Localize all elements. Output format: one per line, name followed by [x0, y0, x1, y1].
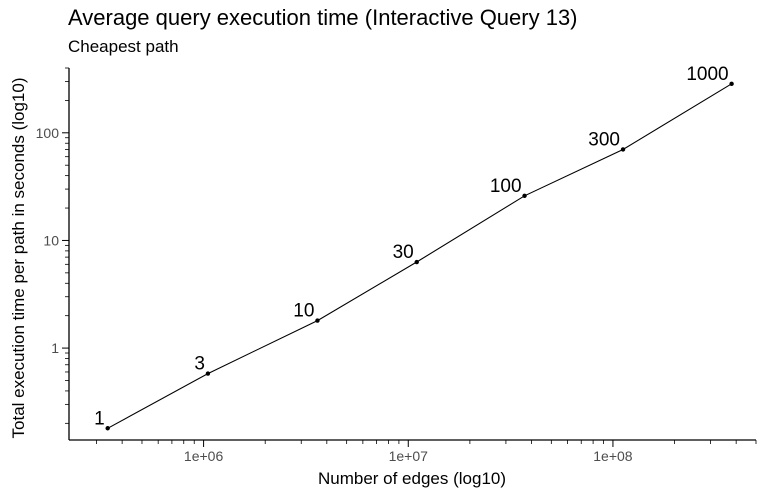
data-point: [729, 81, 734, 87]
x-tick-label: 1e+08: [593, 448, 633, 464]
data-point: [205, 371, 211, 376]
data-label: 10: [293, 301, 314, 322]
data-point: [414, 259, 419, 265]
data-label: 30: [393, 242, 414, 263]
data-label: 100: [490, 176, 522, 197]
chart-title: Average query execution time (Interactiv…: [68, 5, 578, 30]
y-axis-title: Total execution time per path in seconds…: [9, 78, 28, 439]
data-point: [522, 193, 527, 198]
x-axis-title: Number of edges (log10): [318, 469, 506, 488]
y-tick-label: 10: [43, 232, 59, 248]
data-label: 1000: [686, 64, 728, 85]
data-point: [620, 147, 626, 152]
chart-subtitle: Cheapest path: [68, 37, 179, 56]
data-label: 3: [194, 354, 205, 375]
y-tick-label: 1: [51, 340, 59, 356]
x-tick-label: 1e+06: [184, 448, 224, 464]
x-tick-label: 1e+07: [389, 448, 429, 464]
y-tick-label: 100: [36, 125, 60, 141]
ticks: 1e+06 1e+07 1e+08 1 10 100: [36, 67, 757, 464]
data-point: [105, 426, 110, 431]
series: 1 3 10 30 100 300 1000: [94, 64, 734, 431]
data-label: 1: [94, 408, 105, 429]
series-line: [107, 83, 732, 429]
data-label: 300: [588, 129, 620, 150]
data-point: [315, 318, 320, 323]
